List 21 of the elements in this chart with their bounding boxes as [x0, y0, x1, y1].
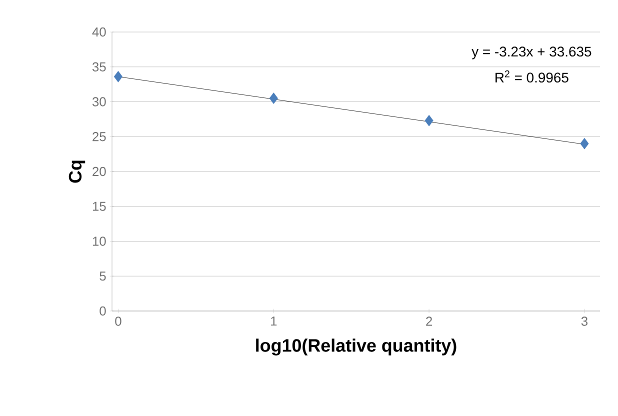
x-axis-title: log10(Relative quantity): [256, 338, 456, 356]
y-tick-label: 35: [92, 62, 106, 72]
y-axis-title: Cq: [68, 160, 86, 183]
x-tick-label: 0: [115, 316, 122, 326]
y-tick-label: 25: [92, 132, 106, 142]
annotation: R$^{2}$ = 0.9965: [496, 70, 568, 83]
y-tick-label: 15: [92, 202, 106, 211]
y-tick-label: 20: [92, 166, 106, 176]
x-tick-label: 3: [581, 316, 588, 326]
point: [424, 114, 434, 126]
y-tick-label: 0: [100, 306, 106, 316]
y-tick-label: 5: [100, 272, 106, 281]
annotation: y = -3.23x + 33.635: [472, 46, 592, 60]
y-tick-label: 10: [92, 236, 106, 246]
point: [580, 138, 589, 150]
point: [114, 70, 123, 82]
y-tick-label: 40: [92, 27, 106, 37]
point: [269, 92, 278, 104]
y-tick-label: 30: [92, 97, 106, 106]
x-tick-label: 2: [426, 316, 432, 326]
x-tick-label: 1: [271, 316, 277, 326]
